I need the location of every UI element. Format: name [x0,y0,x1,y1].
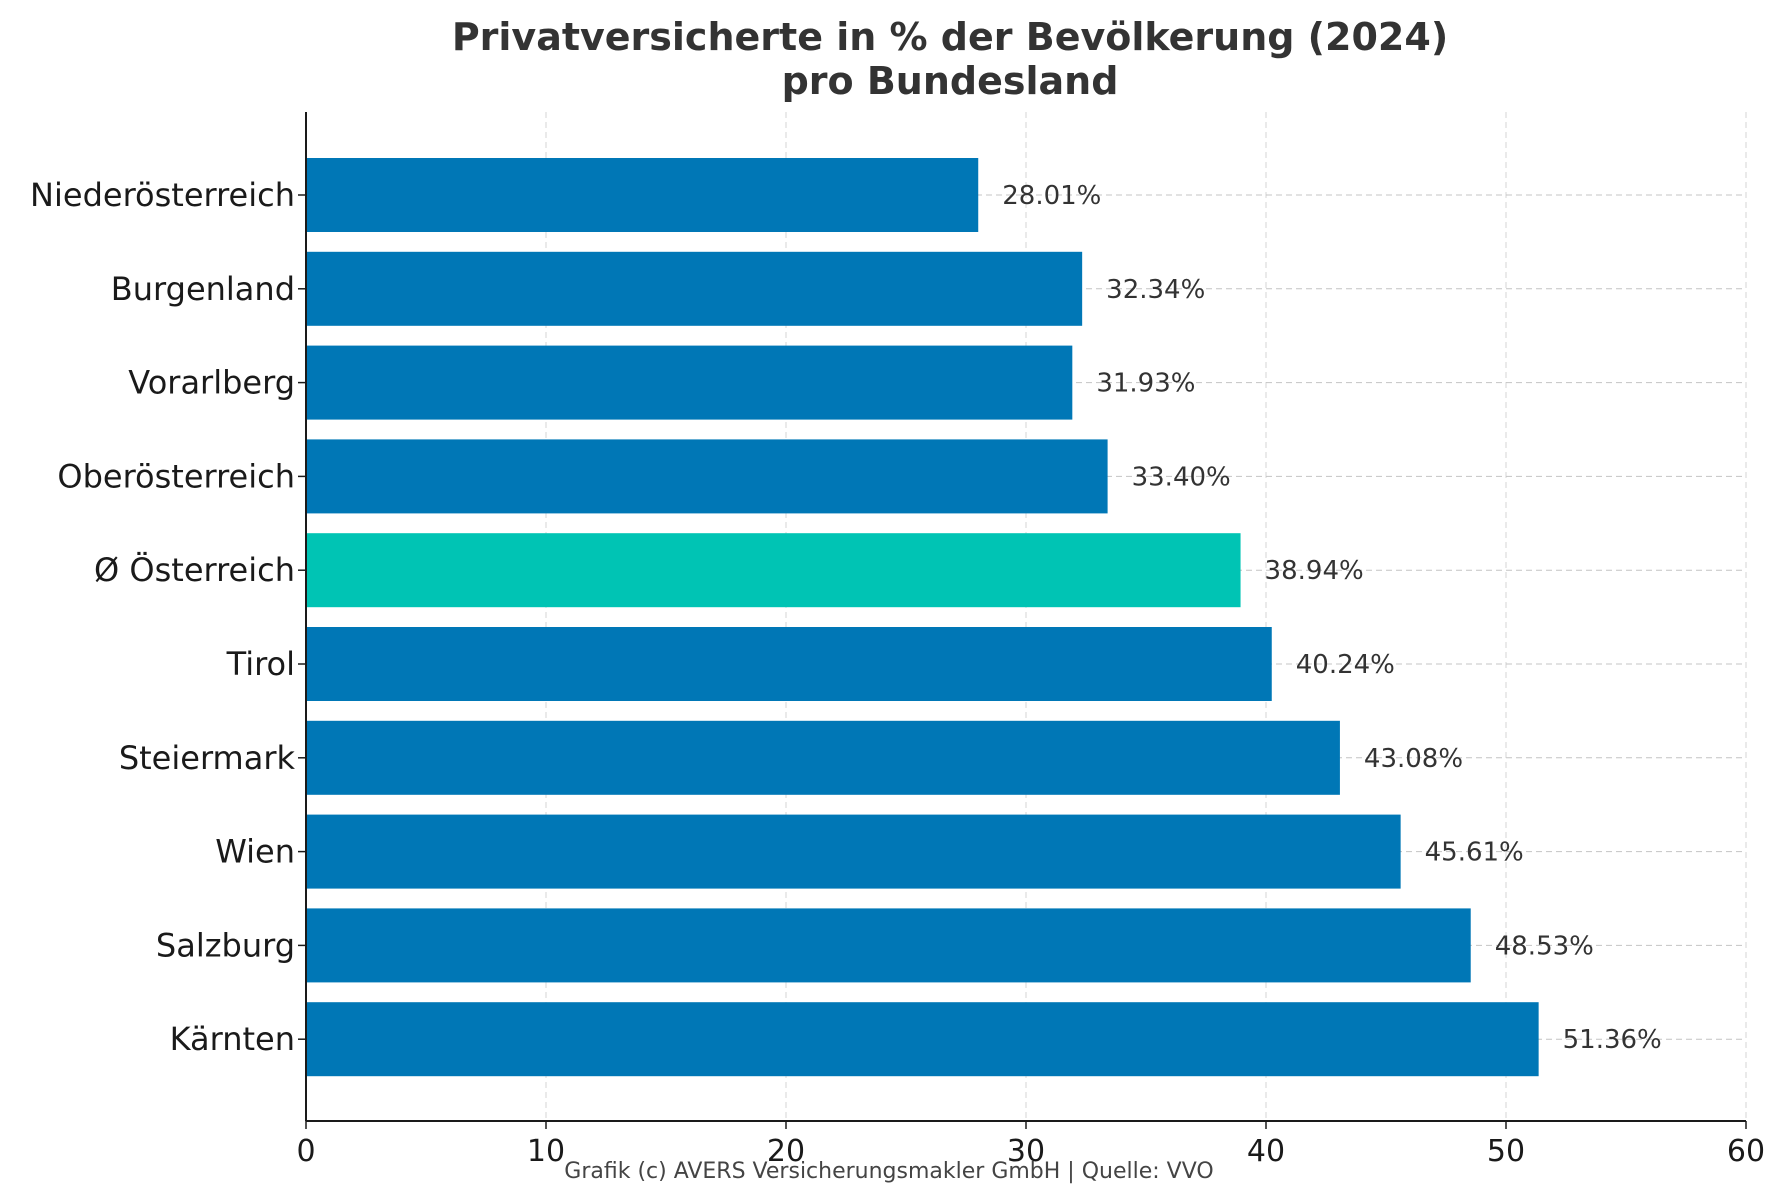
value-label: 31.93% [1096,369,1195,399]
value-label: 40.24% [1296,650,1395,680]
bar [306,439,1108,514]
bar [306,533,1241,608]
category-label: Oberösterreich [57,457,295,495]
category-label: Kärnten [170,1020,295,1058]
axes: Niederösterreich Burgenland Vorarlberg Ober… [30,112,1765,1169]
category-label: Salzburg [156,926,295,964]
value-label: 28.01% [1002,181,1101,211]
x-tick-label: 30 [1007,1134,1045,1169]
value-label: 45.61% [1425,838,1524,868]
value-label: 32.34% [1106,275,1205,305]
x-tick-label: 60 [1727,1134,1765,1169]
value-label: 48.53% [1495,931,1594,961]
category-label: Steiermark [119,739,296,777]
bar [306,251,1083,326]
category-label: Burgenland [111,270,295,308]
footer-credit: Grafik (c) AVERS Versicherungsmakler Gmb… [564,1159,1213,1184]
category-label: Ø Österreich [94,551,295,589]
chart-subtitle: pro Bundesland [782,59,1119,103]
bar [306,345,1073,420]
x-tick-label: 50 [1487,1134,1525,1169]
value-label: 33.40% [1132,462,1231,492]
value-label: 51.36% [1563,1025,1662,1055]
x-tick-label: 20 [767,1134,805,1169]
x-tick-label: 10 [527,1134,565,1169]
chart-title: Privatversicherte in % der Bevölkerung (… [452,15,1448,59]
category-label: Wien [215,833,295,871]
value-label: 38.94% [1265,556,1364,586]
category-label: Niederösterreich [30,176,295,214]
bar [306,720,1340,795]
category-label: Tirol [226,645,295,683]
x-tick-label: 0 [296,1134,315,1169]
x-tick-label: 40 [1247,1134,1285,1169]
bars: 28.01% 32.34% 31.93% 33.40% 38.94% 40.24% 43.0… [306,158,1662,1077]
value-label: 43.08% [1364,744,1463,774]
bar [306,627,1272,701]
category-label: Vorarlberg [128,364,295,402]
bar [306,908,1471,983]
bar [306,158,979,232]
bar [306,1002,1539,1077]
bar [306,814,1401,889]
